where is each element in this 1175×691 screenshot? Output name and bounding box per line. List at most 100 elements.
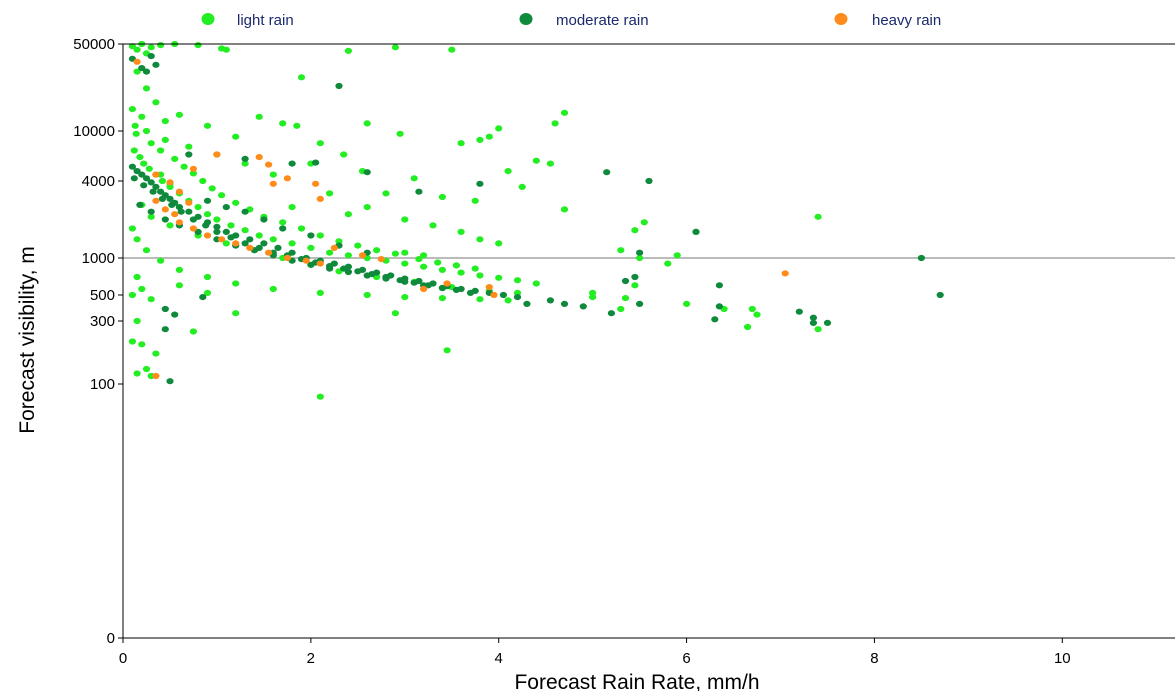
data-point-light-rain [222, 240, 230, 247]
data-point-light-rain [180, 163, 188, 170]
data-point-light-rain [391, 250, 399, 257]
data-point-light-rain [133, 370, 141, 377]
x-tick-label: 0 [119, 650, 127, 667]
data-point-moderate-rain [917, 254, 926, 262]
data-point-moderate-rain [241, 155, 249, 162]
data-point-light-rain [617, 305, 625, 313]
data-point-light-rain [438, 295, 446, 302]
data-point-light-rain [560, 109, 569, 116]
data-point-light-rain [748, 305, 756, 313]
data-point-light-rain [344, 252, 352, 259]
x-tick-label: 6 [682, 650, 690, 667]
data-point-light-rain [354, 242, 362, 249]
data-point-light-rain [161, 118, 169, 125]
data-point-moderate-rain [202, 222, 210, 229]
data-point-light-rain [175, 282, 183, 289]
data-point-moderate-rain [823, 319, 832, 326]
data-point-moderate-rain [185, 151, 193, 158]
data-point-moderate-rain [546, 297, 555, 304]
data-point-light-rain [297, 225, 306, 232]
data-point-light-rain [279, 120, 287, 127]
data-point-moderate-rain [692, 228, 700, 235]
data-point-light-rain [203, 273, 212, 281]
data-point-moderate-rain [246, 236, 254, 243]
legend-marker-moderate-rain [519, 13, 533, 25]
data-point-light-rain [457, 269, 465, 276]
data-point-light-rain [142, 365, 151, 373]
data-point-light-rain [138, 285, 146, 293]
data-point-light-rain [518, 183, 526, 190]
data-point-light-rain [617, 247, 625, 254]
data-point-moderate-rain [147, 179, 155, 186]
data-point-light-rain [132, 130, 140, 137]
y-tick-label: 100 [90, 376, 115, 393]
legend-item-heavy-rain: heavy rain [834, 12, 941, 29]
data-point-light-rain [476, 296, 484, 303]
data-point-moderate-rain [607, 310, 616, 317]
data-point-light-rain [166, 222, 174, 229]
data-point-moderate-rain [152, 183, 160, 190]
data-point-moderate-rain [636, 249, 644, 256]
data-point-heavy-rain [175, 219, 183, 226]
data-point-light-rain [175, 266, 183, 273]
data-point-moderate-rain [142, 68, 151, 75]
data-point-heavy-rain [152, 171, 160, 178]
data-point-light-rain [142, 85, 151, 92]
data-point-moderate-rain [213, 228, 221, 235]
data-point-light-rain [495, 240, 503, 247]
data-point-heavy-rain [166, 179, 174, 186]
data-point-moderate-rain [523, 300, 531, 307]
series-heavy-rain [133, 58, 789, 380]
data-point-moderate-rain [645, 177, 653, 185]
data-point-light-rain [363, 291, 371, 299]
data-point-light-rain [457, 140, 465, 147]
data-point-moderate-rain [147, 208, 155, 215]
data-point-light-rain [232, 310, 240, 317]
data-point-light-rain [269, 285, 277, 293]
y-tick-label: 10000 [73, 123, 115, 140]
data-point-light-rain [316, 289, 324, 296]
data-point-light-rain [297, 74, 306, 81]
data-point-light-rain [232, 133, 240, 140]
data-point-light-rain [128, 106, 136, 113]
data-point-light-rain [429, 222, 437, 229]
y-axis-title: Forecast visibility, m [16, 246, 39, 433]
data-point-light-rain [316, 232, 324, 239]
data-point-moderate-rain [452, 286, 460, 293]
data-point-moderate-rain [138, 171, 146, 178]
data-point-heavy-rain [246, 244, 254, 251]
data-point-moderate-rain [130, 175, 138, 182]
data-point-heavy-rain [490, 291, 498, 299]
data-point-heavy-rain [283, 175, 291, 182]
data-point-light-rain [410, 175, 418, 182]
data-point-moderate-rain [513, 294, 522, 301]
data-point-heavy-rain [269, 180, 277, 187]
data-point-light-rain [142, 247, 151, 254]
data-point-heavy-rain [161, 206, 169, 213]
data-point-moderate-rain [603, 169, 611, 176]
data-point-heavy-rain [265, 249, 273, 256]
data-point-light-rain [288, 204, 296, 211]
data-point-moderate-rain [149, 188, 157, 195]
data-point-light-rain [814, 213, 822, 220]
data-point-light-rain [145, 165, 153, 172]
data-point-light-rain [546, 160, 555, 167]
data-point-moderate-rain [171, 311, 179, 318]
data-point-moderate-rain [636, 300, 644, 307]
data-point-moderate-rain [715, 303, 724, 310]
data-point-light-rain [213, 216, 221, 223]
data-point-light-rain [307, 244, 315, 251]
data-point-light-rain [683, 300, 691, 307]
data-point-light-rain [128, 291, 136, 299]
data-point-light-rain [744, 323, 752, 331]
data-point-light-rain [157, 257, 165, 264]
data-point-light-rain [504, 168, 512, 175]
data-point-moderate-rain [499, 291, 507, 299]
data-point-moderate-rain [476, 180, 484, 187]
data-point-moderate-rain [158, 195, 166, 202]
data-point-light-rain [185, 143, 193, 150]
data-point-heavy-rain [218, 236, 226, 243]
data-point-light-rain [396, 130, 404, 137]
data-point-moderate-rain [177, 208, 185, 215]
data-point-moderate-rain [363, 272, 371, 279]
